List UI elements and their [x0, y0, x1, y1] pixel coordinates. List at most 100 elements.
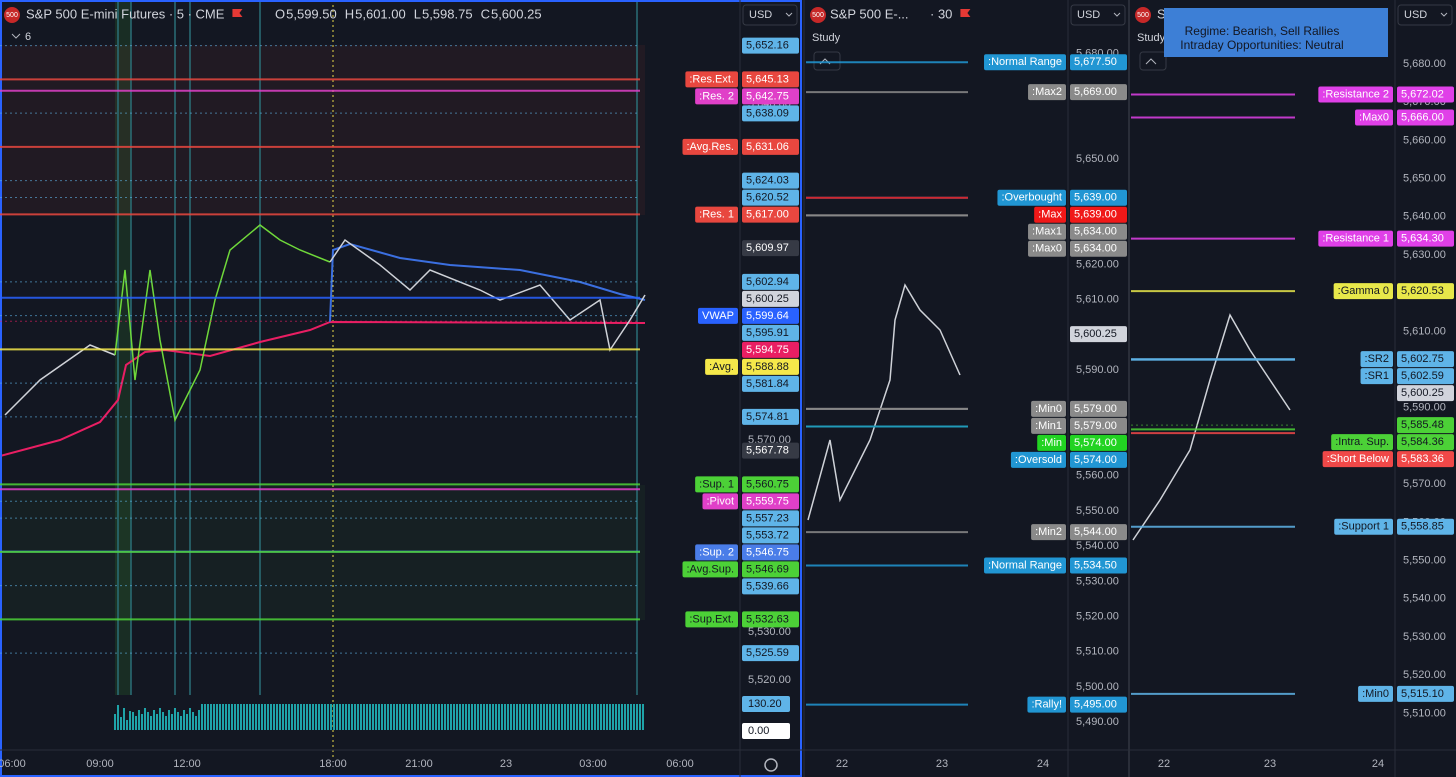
price-tick-label: 5,570.00 — [1403, 478, 1446, 490]
volume-bar — [354, 704, 356, 730]
volume-bar — [360, 704, 362, 730]
volume-bar — [315, 704, 317, 730]
price-label: 5,495.00 — [1074, 699, 1117, 711]
volume-bar — [267, 704, 269, 730]
level-name: :Gamma 0 — [1333, 283, 1393, 300]
currency: USD — [1404, 9, 1427, 21]
volume-bar — [261, 704, 263, 730]
volume-bar — [564, 704, 566, 730]
volume-bar — [210, 704, 212, 730]
volume-bar — [582, 704, 584, 730]
symbol-icon-text: 500 — [812, 12, 824, 19]
volume-bar — [291, 704, 293, 730]
price-tick-label: 5,490.00 — [1076, 716, 1119, 728]
price-label: 5,639.00 — [1074, 192, 1117, 204]
price-label: 5,638.09 — [746, 107, 789, 119]
price-label: 5,645.13 — [746, 73, 789, 85]
collapse-button[interactable] — [1145, 58, 1157, 65]
price-label: 5,595.91 — [746, 327, 789, 339]
price-label-box — [1070, 84, 1127, 101]
volume-bar — [504, 704, 506, 730]
volume-bar — [573, 704, 575, 730]
volume-bar — [378, 704, 380, 730]
level-name-text: :Max1 — [1032, 226, 1062, 238]
price-label: 5,558.85 — [1401, 521, 1444, 533]
study-label: Study — [1137, 32, 1166, 44]
ohlc-value: 5,601.00 — [355, 6, 406, 21]
price-label: 5,639.00 — [1074, 209, 1117, 221]
volume-bar — [234, 704, 236, 730]
price-label-box — [1070, 417, 1127, 434]
currency-caret — [785, 12, 793, 17]
volume-bar — [525, 704, 527, 730]
level-name-text: :Res.Ext. — [689, 73, 734, 85]
price-tick-label: 5,630.00 — [1403, 249, 1446, 261]
price-label: 5,602.59 — [1401, 370, 1444, 382]
time-label: 23 — [936, 758, 948, 770]
level-name-text: :Overbought — [1001, 192, 1062, 204]
price-path — [1132, 313, 1291, 541]
level-name-text: :Sup. 2 — [699, 546, 734, 558]
price-label: 5,546.75 — [746, 546, 789, 558]
price-label-box — [742, 105, 799, 122]
volume-bar — [372, 704, 374, 730]
volume-bar — [180, 716, 182, 730]
price-label: 5,583.36 — [1401, 453, 1444, 465]
level-name-box — [984, 557, 1066, 574]
volume-bar — [390, 704, 392, 730]
currency-button[interactable] — [742, 4, 798, 26]
ohlc-value: 5,600.25 — [491, 6, 542, 21]
price-tick-label: 5,510.00 — [1076, 646, 1119, 658]
price-tick-label: 5,590.00 — [1403, 402, 1446, 414]
vwap-band-line — [0, 320, 646, 457]
price-label: 5,602.94 — [746, 276, 789, 288]
level-name-box — [698, 307, 738, 324]
price-tick-label: 5,660.00 — [1403, 134, 1446, 146]
indicator-toggle[interactable] — [11, 33, 21, 39]
volume-bar — [144, 708, 146, 730]
level-name-box — [984, 54, 1066, 71]
currency-button[interactable] — [1397, 4, 1453, 26]
volume-bar — [321, 704, 323, 730]
currency-button[interactable] — [1070, 4, 1126, 26]
level-name: :Oversold — [1010, 451, 1066, 468]
volume-bar — [423, 704, 425, 730]
currency-caret — [1113, 12, 1121, 17]
level-name-text: :Intra. Sup. — [1335, 436, 1389, 448]
volume-bar — [468, 704, 470, 730]
collapse-button-frame[interactable] — [813, 51, 841, 71]
volume-bar — [156, 714, 158, 730]
regime-text: Intraday Opportunities: Neutral — [1180, 38, 1343, 52]
time-label: 24 — [1037, 758, 1049, 770]
collapse-button-frame[interactable] — [1139, 51, 1167, 71]
level-name-text: :Normal Range — [988, 559, 1062, 571]
symbol-icon — [4, 7, 20, 23]
volume-bar — [576, 704, 578, 730]
symbol-icon-text: 500 — [6, 12, 18, 19]
volume-bar — [273, 704, 275, 730]
volume-bar — [216, 704, 218, 730]
price-tick-label: 5,640.00 — [1403, 211, 1446, 223]
time-label: 03:00 — [579, 758, 607, 770]
volume-bar — [528, 704, 530, 730]
volume-bar — [186, 714, 188, 730]
price-tick-label: 5,500.00 — [1076, 681, 1119, 693]
volume-bar — [126, 720, 128, 730]
level-name-box — [997, 189, 1066, 206]
volume-bar — [465, 704, 467, 730]
price-label: 5,574.81 — [746, 411, 789, 423]
level-name-box — [695, 206, 738, 223]
level-name-box — [1318, 86, 1393, 103]
settings-button[interactable] — [764, 758, 778, 772]
volume-bar — [369, 704, 371, 730]
level-name-text: :Min1 — [1035, 420, 1062, 432]
volume-bar — [507, 704, 509, 730]
price-tick-label: 5,520.00 — [748, 674, 791, 686]
level-name-box — [705, 358, 738, 375]
volume-bar — [303, 704, 305, 730]
time-label: 06:00 — [0, 758, 26, 770]
price-tick-label: 5,530.00 — [1403, 631, 1446, 643]
price-label-box — [742, 476, 799, 493]
volume-bar — [258, 704, 260, 730]
